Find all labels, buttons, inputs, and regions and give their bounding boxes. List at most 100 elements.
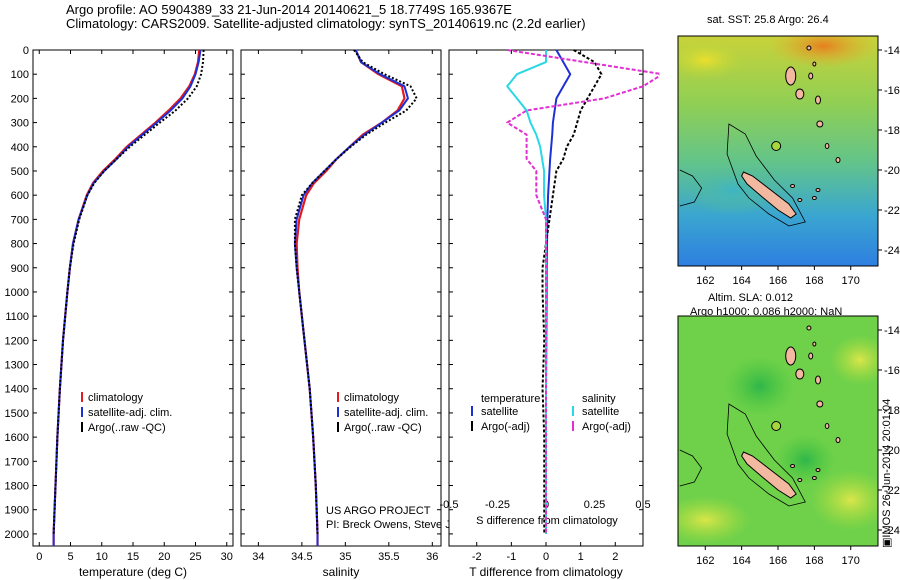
island	[824, 143, 830, 149]
plot-frame	[32, 49, 234, 547]
reef-contour	[726, 123, 806, 227]
top-x-tick-label: -0.25	[485, 499, 510, 511]
sla-map-title-line1: Altim. SLA: 0.012	[708, 292, 793, 304]
map-y-tick-label: -22	[884, 205, 900, 217]
x-tick-label: -2	[472, 551, 482, 563]
map-panels: -14 -16 -18 -20 -22 -24 162 164 166 168 170 -14 -16…	[677, 35, 900, 567]
map-y-tick-label: -14	[884, 325, 900, 337]
x-tick-label: 15	[127, 551, 139, 563]
sst-map-title: sat. SST: 25.8 Argo: 26.4	[707, 14, 829, 26]
annotation-project: US ARGO PROJECT	[326, 505, 431, 517]
legend-label: climatology	[88, 392, 144, 404]
island	[806, 45, 812, 51]
y-tick-label: 1100	[5, 311, 29, 323]
island	[785, 346, 797, 366]
top-x-tick-label: 0.25	[584, 499, 605, 511]
legend-label: Argo(-adj)	[481, 421, 530, 433]
x-tick-label: 30	[221, 551, 233, 563]
x-tick-label: 35	[339, 551, 351, 563]
plot-title-line2: Climatology: CARS2009. Satellite-adjuste…	[66, 16, 586, 31]
island	[816, 120, 824, 128]
y-tick-label: 100	[11, 69, 29, 81]
salinity-panel: 34 34.5 35 35.5 36 salinity climatology satelli…	[240, 49, 553, 579]
map-field	[678, 36, 878, 266]
series-temp-argo	[541, 49, 603, 534]
y-tick-label: 500	[11, 166, 29, 178]
island	[795, 88, 805, 100]
x-axis-label: salinity	[323, 565, 360, 579]
x-tick-label: 34	[252, 551, 264, 563]
sla-high	[678, 496, 751, 544]
y-tick-label: 1200	[5, 335, 29, 347]
y-tick-label: 1300	[5, 360, 29, 372]
plot-title-line1: Argo profile: AO 5904389_33 21-Jun-2014 …	[66, 2, 512, 17]
temperature-panel: 0100200300400500600700800900100011001200…	[5, 45, 234, 579]
difference-panel: -2 -1 0 1 2 T difference from climatology -0.5…	[440, 49, 660, 579]
y-tick-label: 1000	[5, 287, 29, 299]
island	[785, 66, 797, 86]
legend-label: Argo(..raw -QC)	[88, 422, 166, 434]
map-x-tick-label: 164	[732, 275, 750, 287]
reef-contour	[726, 403, 806, 507]
y-tick-label: 1400	[5, 384, 29, 396]
x-axis-label: T difference from climatology	[469, 565, 623, 579]
x-tick-label: 35.5	[378, 551, 399, 563]
island	[808, 72, 814, 80]
y-tick-label: 1800	[5, 481, 29, 493]
warm-patch	[678, 40, 746, 80]
y-tick-label: 1900	[5, 505, 29, 517]
map-x-tick-label: 168	[805, 555, 823, 567]
legend-label: climatology	[344, 392, 400, 404]
legend-label: Argo(-adj)	[582, 421, 631, 433]
island	[816, 400, 824, 408]
legend-temp-header: temperature	[481, 393, 540, 405]
y-tick-label: 800	[11, 239, 29, 251]
x-tick-label: 36	[426, 551, 438, 563]
map-y-tick-label: -24	[884, 525, 900, 537]
island	[824, 423, 830, 429]
top-x-tick-label: 0.5	[635, 499, 650, 511]
x-axis-label: temperature (deg C)	[79, 565, 187, 579]
island	[812, 341, 817, 347]
plot-frame	[240, 49, 442, 547]
loyalty-island	[797, 478, 803, 482]
map-y-tick-label: -16	[884, 85, 900, 97]
loyalty-island	[815, 468, 821, 472]
map-x-tick-label: 166	[769, 275, 787, 287]
sla-map: -14 -16 -18 -20 -22 -24 162 164 166 168 170	[677, 315, 900, 567]
y-tick-label: 200	[11, 93, 29, 105]
new-caledonia-island	[741, 171, 797, 219]
map-x-tick-label: 162	[696, 555, 714, 567]
argo-position-marker	[771, 421, 782, 431]
island	[835, 437, 841, 443]
imos-timestamp: ▣IMOS 26-Jun-2014 20:01:04	[881, 398, 893, 548]
map-x-tick-label: 164	[732, 555, 750, 567]
sla-map-title-line2: Argo h1000: 0.086 h2000: NaN	[690, 306, 843, 318]
series-argo-raw	[52, 49, 205, 534]
y-tick-label: 900	[11, 263, 29, 275]
argo-position-marker	[771, 141, 782, 151]
map-x-tick-label: 170	[842, 555, 860, 567]
island	[835, 157, 841, 163]
island	[795, 368, 805, 380]
loyalty-island	[790, 464, 796, 468]
map-x-tick-label: 162	[696, 275, 714, 287]
top-x-tick-label: -0.5	[440, 499, 459, 511]
loyalty-island	[815, 188, 821, 192]
map-y-tick-label: -16	[884, 365, 900, 377]
reef-contour	[679, 449, 703, 487]
profile-charts: 0100200300400500600700800900100011001200…	[5, 45, 660, 579]
sla-low	[775, 434, 836, 486]
y-tick-label: 700	[11, 214, 29, 226]
x-tick-label: 1	[578, 551, 584, 563]
y-tick-label: 1700	[5, 456, 29, 468]
legend-sal-header: salinity	[582, 393, 616, 405]
map-y-tick-label: -24	[884, 245, 900, 257]
map-x-tick-label: 168	[805, 275, 823, 287]
map-y-tick-label: -14	[884, 45, 900, 57]
legend-label: Argo(..raw -QC)	[344, 422, 422, 434]
map-x-tick-label: 170	[842, 275, 860, 287]
island	[815, 95, 821, 105]
x-tick-label: 34.5	[291, 551, 312, 563]
sst-map: -14 -16 -18 -20 -22 -24 162 164 166 168 170	[677, 35, 900, 287]
